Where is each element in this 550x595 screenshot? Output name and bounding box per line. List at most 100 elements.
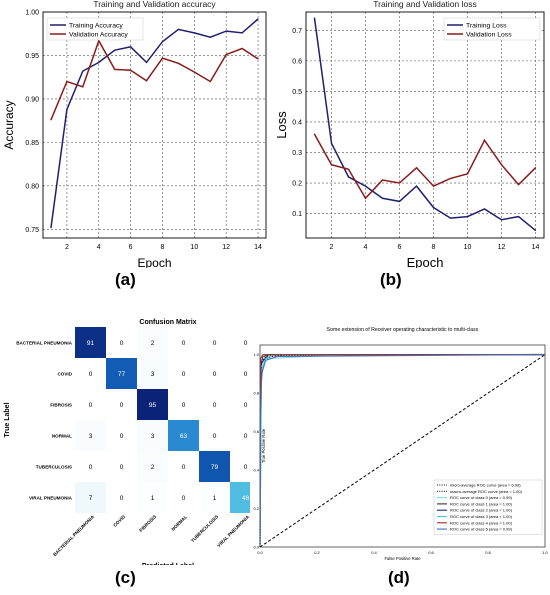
heatmap-cell — [199, 358, 230, 389]
x-tick-label: 6 — [398, 244, 402, 251]
data-point — [50, 119, 52, 121]
x-tick-label: 2 — [330, 244, 334, 251]
data-point — [381, 197, 384, 199]
data-point — [381, 179, 384, 181]
y-tick-label: 1.0 — [253, 352, 259, 357]
x-tick-label: 12 — [222, 244, 230, 251]
data-point — [114, 68, 116, 70]
data-point — [500, 164, 503, 166]
y-tick-label: 0.2 — [292, 181, 302, 188]
legend-label: ROC curve of class 0 (area = 0.99) — [450, 495, 513, 500]
y-tick-label: 0.75 — [25, 227, 39, 234]
heatmap-cell-value: 0 — [182, 495, 186, 502]
heatmap-cell — [106, 482, 137, 513]
series-line-1 — [50, 38, 259, 121]
heatmap-cell-value: 0 — [120, 402, 124, 409]
x-tick-label: 2 — [65, 244, 69, 251]
confusion-matrix-chart: Confusion Matrix 91 0 2 0 0 0 0 77 3 0 0 0 0 0 95 0 0 0 3 0 3… — [4, 319, 250, 565]
heatmap-cell-value: 79 — [211, 464, 219, 471]
heatmap-cell-value: 0 — [120, 464, 124, 471]
heatmap-cell — [199, 482, 230, 513]
heatmap-cell-value: 0 — [213, 402, 217, 409]
heatmap-cell-value: 0 — [244, 340, 248, 347]
x-axis-label: Epoch — [407, 255, 444, 268]
y-tick-label: 1.00 — [25, 10, 39, 17]
heatmap-cell — [106, 327, 137, 358]
heatmap-cell — [168, 482, 199, 513]
heatmap-cell-value: 3 — [151, 371, 155, 378]
data-point — [449, 217, 452, 219]
legend-label: ROC curve of class 5 (area = 0.99) — [450, 527, 513, 532]
data-point — [449, 177, 452, 180]
series-line-0 — [50, 18, 259, 228]
y-tick-label: NORMAL — [52, 434, 72, 439]
y-tick-label: 0.80 — [25, 183, 39, 190]
heatmap-cell — [230, 327, 250, 358]
data-point — [432, 185, 435, 187]
legend-label: ROC curve of class 4 (area = 1.00) — [450, 520, 513, 525]
plot-frame — [42, 11, 267, 239]
heatmap-cell — [137, 451, 168, 482]
y-tick-label: FIBROSIS — [50, 403, 72, 408]
series-line-0 — [313, 17, 536, 231]
heatmap-cell-value: 0 — [182, 402, 186, 409]
heatmap-cell — [199, 420, 230, 451]
y-tick-label: 0.90 — [25, 96, 39, 103]
x-tick-label: COVID — [112, 514, 126, 528]
heatmap-cell-value: 77 — [118, 371, 126, 378]
panel-label-a: (a) — [115, 270, 136, 289]
x-tick-label: FIBROSIS — [138, 514, 157, 533]
data-point — [517, 216, 520, 218]
x-tick-label: 1.0 — [542, 550, 548, 555]
heatmap-cell-value: 0 — [120, 495, 124, 502]
y-tick-label: 0.6 — [253, 429, 259, 434]
legend-label: ROC curve of class 1 (area = 1.00) — [450, 501, 513, 506]
heatmap-cell — [199, 389, 230, 420]
data-point — [257, 58, 259, 60]
data-point — [114, 49, 116, 51]
x-axis-label: Epoch — [137, 256, 171, 268]
y-tick-label: 0.7 — [292, 28, 302, 35]
heatmap-cell — [168, 420, 199, 451]
data-point — [483, 139, 486, 141]
x-tick-label: 0.2 — [314, 550, 320, 555]
x-tick-label: NORMAL — [170, 514, 188, 532]
data-point — [82, 86, 84, 88]
heatmap-cell-value: 3 — [89, 433, 93, 440]
heatmap-cell — [199, 327, 230, 358]
heatmap-cell — [137, 420, 168, 451]
x-tick-label: 8 — [161, 244, 165, 251]
data-point — [313, 133, 316, 135]
heatmap-cell — [106, 389, 137, 420]
data-point — [241, 32, 243, 34]
roc-curve-7 — [259, 354, 546, 548]
x-tick-label: 10 — [190, 244, 198, 251]
heatmap-cell-value: 0 — [182, 340, 186, 347]
heatmap-cell-value: 48 — [242, 495, 250, 502]
data-point — [398, 182, 401, 184]
heatmap-cell-value: 91 — [87, 340, 95, 347]
x-tick-label: 12 — [498, 244, 506, 251]
data-point — [415, 185, 418, 187]
legend-label: macro-average ROC curve (area = 1.00) — [450, 489, 523, 494]
data-point — [145, 80, 148, 82]
y-tick-label: 0.6 — [292, 58, 302, 65]
y-tick-label: 0.8 — [253, 391, 259, 396]
x-tick-label: 8 — [432, 244, 436, 251]
data-point — [500, 219, 503, 221]
data-point — [534, 167, 537, 169]
heatmap-cell-value: 95 — [149, 402, 157, 409]
y-tick-label: 0.85 — [25, 140, 39, 147]
heatmap-cell-value: 3 — [151, 433, 155, 440]
x-tick-label: 0.4 — [371, 550, 377, 555]
panel-label-c: (c) — [115, 568, 136, 587]
data-point — [130, 69, 132, 71]
y-tick-label: 0.4 — [292, 119, 302, 126]
data-point — [347, 168, 350, 170]
heatmap-cell — [106, 420, 137, 451]
x-tick-label: 0.0 — [257, 550, 263, 555]
legend-label: Validation Accuracy — [69, 32, 128, 39]
heatmap-cell-value: 0 — [89, 464, 93, 471]
loss-chart: Training and Validation loss 2 4 6 8 10 12 14 0.… — [275, 0, 545, 268]
data-point — [313, 17, 316, 19]
